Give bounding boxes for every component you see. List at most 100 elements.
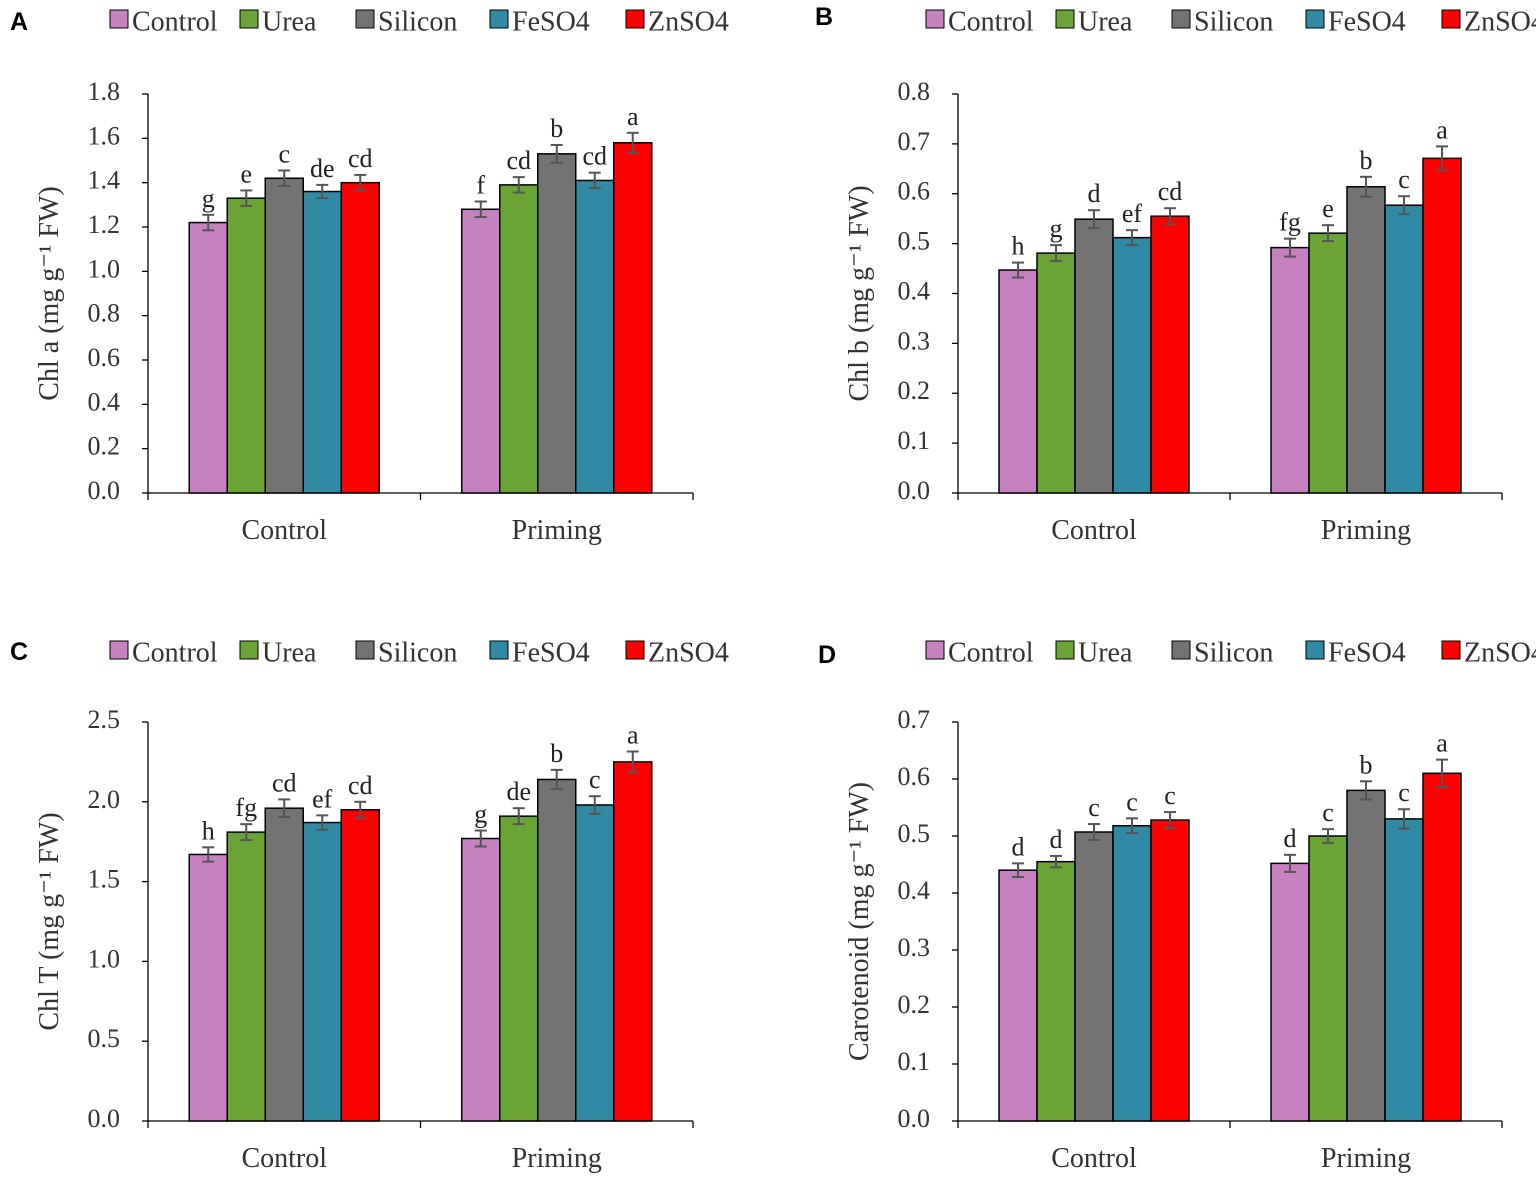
significance-letter: e — [1322, 194, 1334, 223]
y-axis-title: Chl a (mg g⁻¹ FW) — [34, 186, 65, 400]
bar-feso4-priming — [575, 179, 615, 494]
y-tick-label: 0.7 — [898, 127, 931, 156]
y-axis-title: Chl b (mg g⁻¹ FW) — [844, 185, 875, 401]
legend-label: ZnSO4 — [1464, 6, 1536, 37]
y-tick-label: 0.8 — [88, 299, 121, 328]
bar-feso4-control — [302, 190, 342, 494]
legend-swatch — [489, 9, 509, 29]
bar-urea-priming — [1308, 232, 1348, 494]
bar-feso4-priming — [575, 804, 615, 1122]
y-tick-label: 1.8 — [88, 77, 121, 106]
significance-letter: de — [310, 154, 335, 183]
bar-urea-priming — [499, 184, 539, 494]
panel-letter: B — [815, 3, 833, 31]
y-tick-label: 0.7 — [898, 705, 931, 734]
significance-letter: cd — [272, 768, 297, 797]
bar-control-priming — [461, 208, 501, 494]
legend: Control Urea Silicon FeSO4 ZnSO4 — [109, 637, 729, 668]
bar-feso4-control — [1112, 236, 1152, 494]
legend-label: Control — [132, 6, 218, 37]
legend-label: Control — [132, 637, 218, 668]
legend-swatch — [1305, 640, 1325, 660]
significance-letter: b — [550, 114, 563, 143]
bar-znso4-priming — [1422, 157, 1462, 494]
y-tick-label: 1.6 — [88, 121, 121, 150]
y-tick-label: 1.5 — [88, 865, 121, 894]
legend-swatch — [625, 9, 645, 29]
x-category-label: Control — [1051, 515, 1137, 546]
legend-label: FeSO4 — [512, 637, 590, 668]
legend-swatch — [1441, 9, 1461, 29]
bar-control-priming — [1270, 862, 1310, 1122]
y-tick-label: 0.5 — [88, 1024, 121, 1053]
bar-silicon-priming — [537, 153, 577, 494]
significance-letter: c — [1322, 798, 1334, 827]
y-tick-label: 1.2 — [88, 210, 121, 239]
bar-znso4-priming — [613, 142, 653, 494]
bar-silicon-control — [264, 177, 304, 494]
y-tick-label: 0.5 — [898, 227, 931, 256]
legend-item-feso4: FeSO4 — [1305, 6, 1406, 37]
y-tick-label: 0.6 — [898, 177, 931, 206]
y-axis-title: Chl T (mg g⁻¹ FW) — [34, 812, 65, 1030]
y-tick-label: 1.0 — [88, 254, 121, 283]
legend-label: Silicon — [1194, 637, 1273, 668]
bar-urea-control — [226, 831, 266, 1122]
legend-label: ZnSO4 — [648, 637, 729, 668]
bar-urea-control — [1036, 860, 1076, 1122]
legend-label: FeSO4 — [512, 6, 590, 37]
significance-letter: cd — [348, 144, 373, 173]
bar-urea-priming — [1308, 835, 1348, 1122]
y-tick-label: 0.5 — [898, 819, 931, 848]
panel-letter: A — [10, 8, 28, 36]
bar-znso4-control — [340, 181, 380, 494]
chart-panel-b: B Control Urea Silicon FeSO4 ZnSO4 0.0 0.1 0.2 0.… — [815, 3, 1536, 546]
bar-silicon-priming — [537, 778, 577, 1122]
bar-feso4-control — [1112, 824, 1152, 1122]
legend-label: Silicon — [1194, 6, 1273, 37]
x-category-label: Priming — [512, 1143, 602, 1174]
y-tick-label: 0.0 — [898, 476, 931, 505]
legend-item-urea: Urea — [1055, 637, 1133, 668]
panel-letter: C — [10, 638, 28, 666]
legend-swatch — [925, 9, 945, 29]
significance-letter: b — [1360, 750, 1373, 779]
legend: Control Urea Silicon FeSO4 ZnSO4 — [925, 6, 1536, 37]
y-tick-label: 0.1 — [898, 1047, 931, 1076]
bar-znso4-control — [1150, 819, 1190, 1122]
y-tick-label: 0.6 — [88, 343, 121, 372]
significance-letter: ef — [1122, 199, 1143, 228]
bar-silicon-priming — [1346, 186, 1386, 494]
significance-letter: g — [474, 800, 487, 829]
legend-swatch — [355, 9, 375, 29]
legend-label: ZnSO4 — [648, 6, 729, 37]
significance-letter: cd — [1158, 177, 1183, 206]
bar-control-control — [188, 853, 228, 1122]
legend-label: ZnSO4 — [1464, 637, 1536, 668]
legend-label: Control — [948, 637, 1034, 668]
chart-panel-a: A Control Urea Silicon FeSO4 ZnSO4 0.0 0.2 0.4 0.… — [10, 6, 729, 546]
significance-letter: c — [278, 139, 290, 168]
legend-item-urea: Urea — [239, 6, 317, 37]
bar-feso4-priming — [1384, 204, 1424, 494]
legend-item-znso4: ZnSO4 — [1441, 6, 1536, 37]
y-tick-label: 0.2 — [88, 432, 121, 461]
legend-swatch — [109, 640, 129, 660]
y-tick-label: 0.0 — [88, 1104, 121, 1133]
legend-item-feso4: FeSO4 — [489, 6, 590, 37]
significance-letter: c — [1398, 165, 1410, 194]
y-tick-label: 0.0 — [898, 1104, 931, 1133]
bar-feso4-control — [302, 821, 342, 1122]
legend-item-control: Control — [109, 6, 218, 37]
bar-znso4-priming — [1422, 772, 1462, 1122]
bar-urea-control — [226, 197, 266, 494]
bar-control-priming — [1270, 246, 1310, 494]
legend-label: Urea — [1078, 6, 1133, 37]
legend-item-silicon: Silicon — [355, 637, 457, 668]
bar-silicon-priming — [1346, 789, 1386, 1122]
significance-letter: h — [1012, 232, 1025, 261]
legend-item-silicon: Silicon — [355, 6, 457, 37]
legend-item-znso4: ZnSO4 — [1441, 637, 1536, 668]
significance-letter: a — [1436, 115, 1448, 144]
